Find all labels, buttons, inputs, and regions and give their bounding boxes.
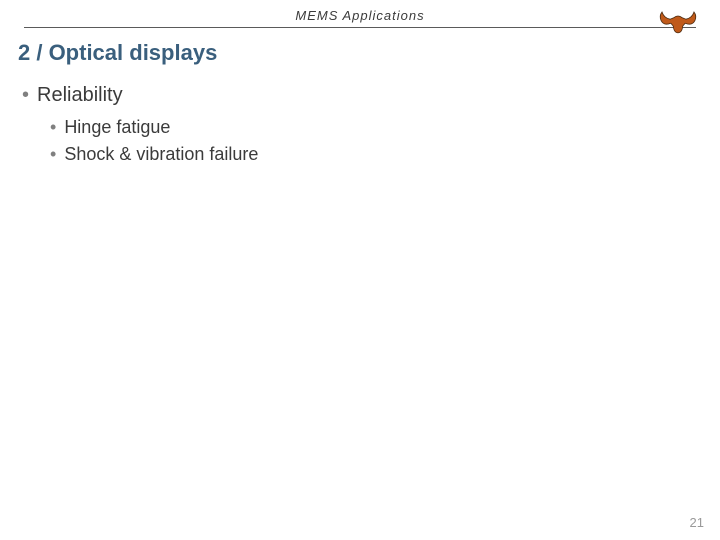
bullet-level1-text: Reliability [37, 84, 123, 107]
slide-body: • Reliability • Hinge fatigue • Shock & … [22, 84, 720, 165]
bullet-level2: • Hinge fatigue [50, 117, 720, 138]
header-subtitle: MEMS Applications [0, 8, 720, 23]
bullet-dot-icon: • [22, 84, 29, 107]
longhorn-path [660, 12, 696, 33]
bullet-dot-icon: • [50, 144, 56, 165]
longhorn-logo-icon [658, 2, 698, 38]
bullet-level1: • Reliability [22, 84, 720, 107]
bullet-level2-text: Shock & vibration failure [64, 144, 258, 165]
header-divider [24, 27, 696, 28]
slide-header: MEMS Applications [0, 0, 720, 28]
bullet-dot-icon: • [50, 117, 56, 138]
bullet-level2: • Shock & vibration failure [50, 144, 720, 165]
bullet-level2-text: Hinge fatigue [64, 117, 170, 138]
slide-title: 2 / Optical displays [18, 40, 720, 66]
page-number: 21 [690, 515, 704, 530]
